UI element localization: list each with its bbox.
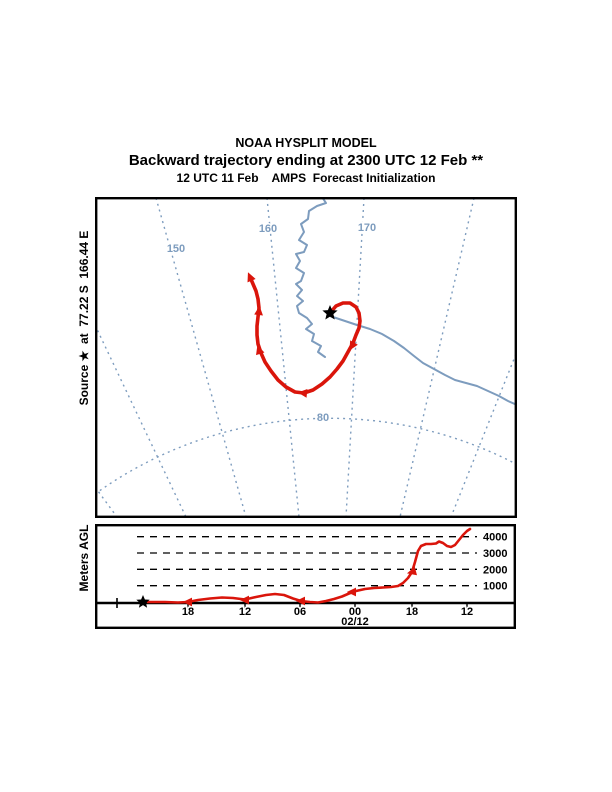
time-tick-label: 12 (239, 606, 251, 618)
time-tick-label: 18 (182, 606, 194, 618)
trajectory-title: Backward trajectory ending at 2300 UTC 1… (128, 152, 484, 169)
initialization-title: 12 UTC 11 Feb AMPS Forecast Initializati… (176, 171, 436, 185)
height-profile-line (146, 527, 472, 604)
model-name-title: NOAA HYSPLIT MODEL (235, 136, 377, 150)
trajectory-map-panel: 150 160 170 80 (95, 197, 517, 518)
height-tick-label: 2000 (483, 564, 507, 576)
trajectory-time-marker (254, 305, 263, 316)
trajectory-time-marker (247, 272, 256, 283)
height-meters-agl-label: Meters AGL (77, 524, 91, 592)
map-border (95, 197, 517, 518)
title-block: NOAA HYSPLIT MODEL Backward trajectory e… (0, 135, 612, 186)
trajectory-time-marker (297, 389, 308, 398)
height-panel-border (95, 524, 516, 629)
meridian-gridline (345, 197, 365, 518)
meridian-gridline (95, 486, 118, 518)
meridian-gridline (450, 353, 517, 518)
meridian-gridline (266, 197, 300, 518)
coastline (295, 197, 327, 358)
backward-trajectory-path (248, 275, 362, 395)
time-tick-label: 18 (406, 606, 418, 618)
meridian-gridline (155, 197, 247, 518)
height-time-marker (406, 566, 418, 576)
meridian-label: 160 (259, 223, 277, 235)
meridian-label: 170 (358, 222, 376, 234)
latitude-gridline-80s (95, 417, 517, 495)
height-time-marker (239, 595, 249, 605)
height-tick-label: 3000 (483, 548, 507, 560)
coastline (329, 315, 517, 406)
height-tick-label: 1000 (483, 581, 507, 593)
meridian-gridline (399, 197, 475, 518)
height-source-star-marker (136, 595, 150, 608)
time-tick-label: 00 (349, 606, 361, 618)
map-source-axis-label: Source ★ at 77.22 S 166.44 E (77, 230, 91, 406)
latitude-label: 80 (317, 412, 329, 424)
height-tick-label: 4000 (483, 532, 507, 544)
meridian-gridline (95, 324, 187, 518)
time-tick-label: 06 (294, 606, 306, 618)
height-profile-panel: 4000 3000 2000 1000 18 12 06 00 18 12 02/12 (95, 524, 516, 629)
date-label: 02/12 (341, 616, 369, 628)
trajectory-time-marker (256, 345, 265, 356)
plus-marker (112, 598, 122, 608)
source-star-marker (322, 305, 338, 320)
height-time-marker (346, 587, 356, 597)
height-time-marker (295, 596, 305, 606)
height-time-marker (182, 597, 192, 607)
time-tick-label: 12 (461, 606, 473, 618)
trajectory-time-marker (349, 340, 358, 351)
meridian-label: 150 (167, 243, 185, 255)
